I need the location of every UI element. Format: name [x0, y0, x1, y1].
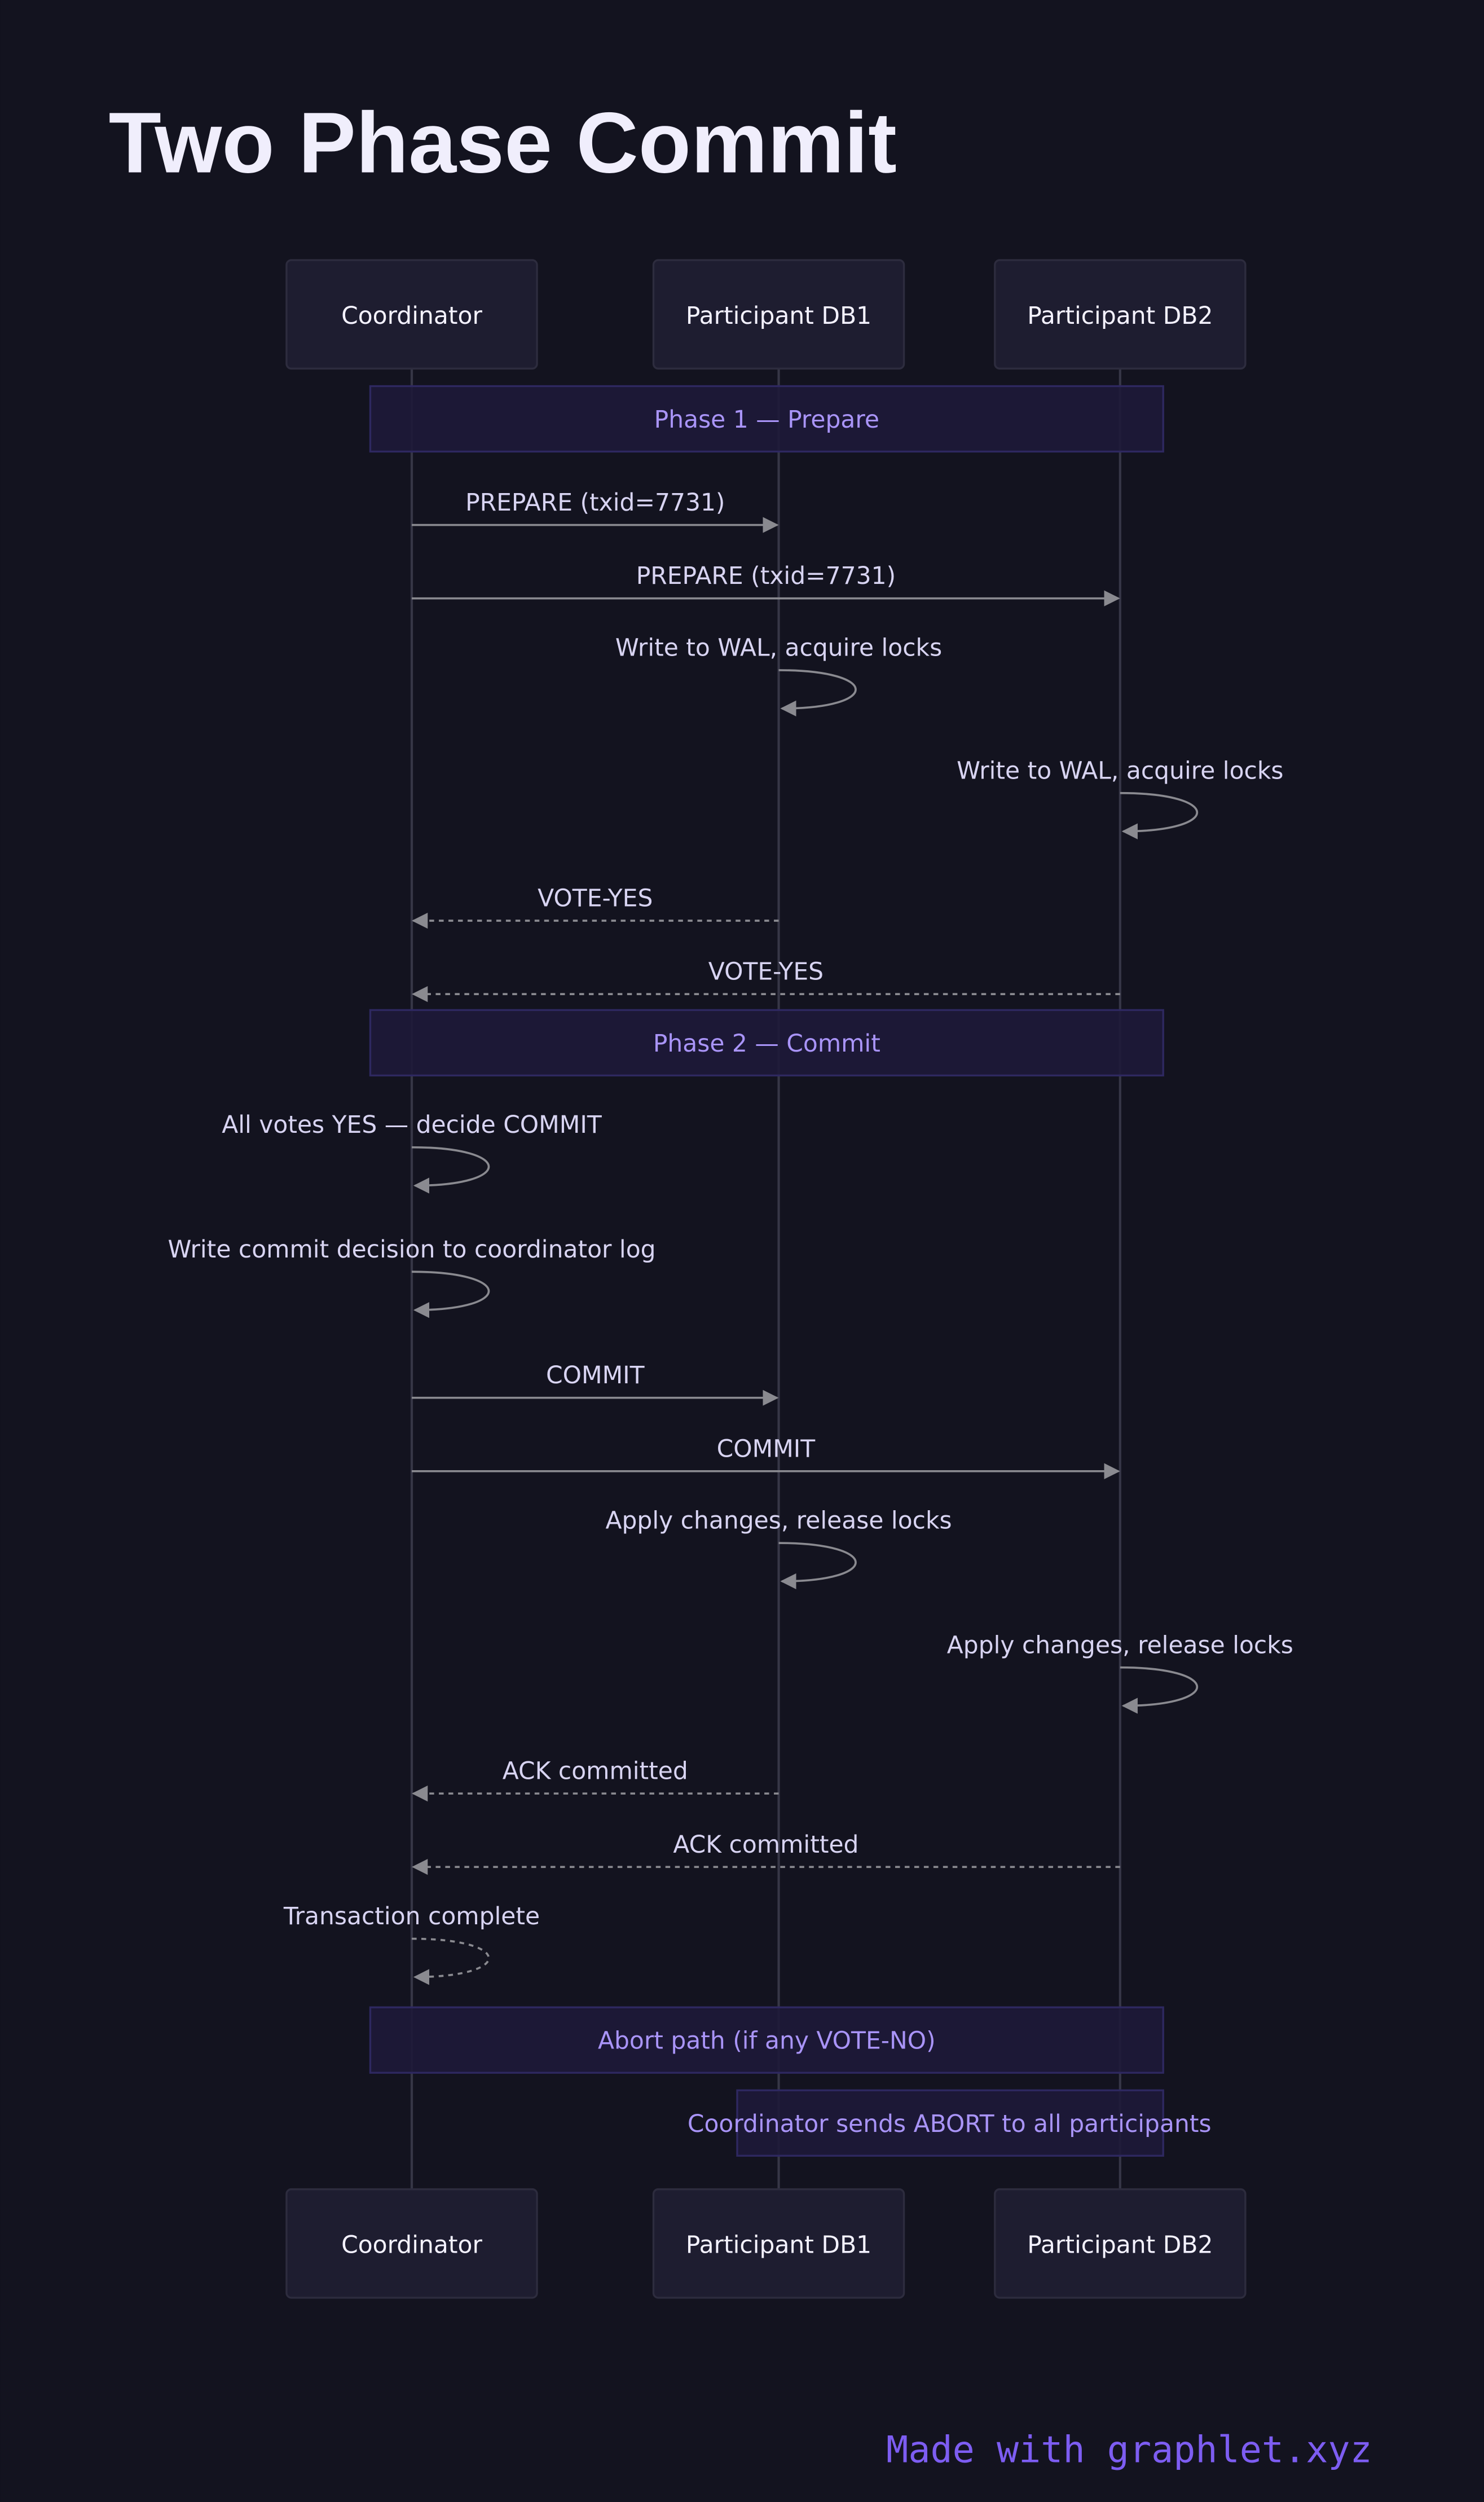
message: ACK committed [412, 1831, 1120, 1875]
participant-box-bottom[interactable]: Participant DB2 [994, 2188, 1247, 2299]
lifelines [410, 368, 1121, 2189]
participant-box [994, 259, 1247, 370]
self-loop-arrow [412, 1937, 490, 1985]
participant-box-top[interactable]: Coordinator [285, 259, 538, 370]
self-loop-arrow [1120, 792, 1198, 839]
note-box [736, 2089, 1164, 2157]
self-message: All votes YES — decide COMMIT [222, 1111, 602, 1194]
message-label: Apply changes, release locks [947, 1632, 1293, 1659]
participant-label: Participant DB1 [686, 2232, 871, 2259]
note-text: Phase 2 — Commit [653, 1030, 880, 1058]
message-label: COMMIT [546, 1362, 645, 1389]
participant-box-top[interactable]: Participant DB2 [994, 259, 1247, 370]
message-label: PREPARE (txid=7731) [636, 562, 896, 590]
self-loop-arrow [1120, 1666, 1198, 1714]
participant-label: Participant DB1 [686, 302, 871, 330]
message-label: COMMIT [717, 1435, 816, 1463]
message-label: ACK committed [503, 1758, 688, 1786]
message: PREPARE (txid=7731) [412, 489, 779, 533]
message-label: Write commit decision to coordinator log [168, 1236, 655, 1264]
participant-box [652, 2188, 905, 2299]
note-text: Abort path (if any VOTE-NO) [598, 2028, 936, 2055]
message-label: Write to WAL, acquire locks [615, 634, 942, 662]
note: Coordinator sends ABORT to all participa… [688, 2089, 1212, 2157]
participant-label: Participant DB2 [1027, 302, 1213, 330]
note: Phase 1 — Prepare [369, 385, 1164, 453]
message-label: PREPARE (txid=7731) [465, 489, 725, 517]
self-message: Transaction complete [283, 1903, 540, 1985]
self-loop-arrow [778, 669, 857, 716]
participant-box [285, 259, 538, 370]
note-box [369, 2006, 1164, 2074]
note: Abort path (if any VOTE-NO) [369, 2006, 1164, 2074]
self-message: Write to WAL, acquire locks [615, 634, 942, 716]
note-text: Phase 1 — Prepare [654, 406, 879, 434]
self-loop-arrow [412, 1270, 490, 1318]
self-loop-arrow [778, 1542, 857, 1590]
message-label: VOTE-YES [538, 885, 653, 913]
participant-box [285, 2188, 538, 2299]
diagram-title: Two Phase Commit [109, 95, 897, 191]
participant-box [652, 259, 905, 370]
message: COMMIT [412, 1362, 779, 1406]
message-label: Write to WAL, acquire locks [957, 757, 1283, 785]
participant-label: Coordinator [341, 2232, 482, 2259]
note: Phase 2 — Commit [369, 1009, 1164, 1077]
message-label: Apply changes, release locks [605, 1507, 952, 1535]
participant-box-bottom[interactable]: Participant DB1 [652, 2188, 905, 2299]
participant-label: Participant DB2 [1027, 2232, 1213, 2259]
message: VOTE-YES [412, 885, 779, 929]
note-text: Coordinator sends ABORT to all participa… [688, 2110, 1212, 2138]
message-label: All votes YES — decide COMMIT [222, 1111, 602, 1139]
note-box [369, 1009, 1164, 1077]
diagram-items: Phase 1 — Prepare PREPARE (txid=7731) PREP… [168, 385, 1293, 2157]
message: COMMIT [412, 1435, 1120, 1479]
message-label: VOTE-YES [708, 958, 824, 986]
self-loop-arrow [412, 1146, 490, 1194]
message: PREPARE (txid=7731) [412, 562, 1120, 606]
participant-box [994, 2188, 1247, 2299]
self-message: Write commit decision to coordinator log [168, 1236, 656, 1318]
message: VOTE-YES [412, 958, 1120, 1002]
participant-label: Coordinator [341, 302, 482, 330]
message-label: Transaction complete [283, 1903, 540, 1931]
participant-box-bottom[interactable]: Coordinator [285, 2188, 538, 2299]
participant-box-top[interactable]: Participant DB1 [652, 259, 905, 370]
message-label: ACK committed [673, 1831, 858, 1859]
self-message: Apply changes, release locks [947, 1632, 1293, 1714]
message: ACK committed [412, 1758, 779, 1802]
self-message: Write to WAL, acquire locks [957, 757, 1284, 839]
note-box [369, 385, 1164, 453]
footer-credit[interactable]: Made with graphlet.xyz [886, 2429, 1372, 2471]
participants: Coordinator Coordinator Participant DB1 Par… [285, 259, 1247, 2299]
self-message: Apply changes, release locks [605, 1507, 952, 1590]
